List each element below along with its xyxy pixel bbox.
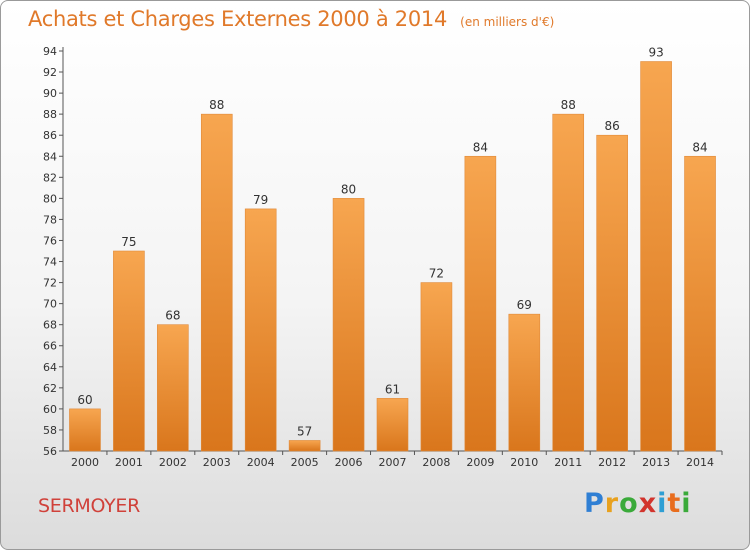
y-tick-label: 82 <box>43 171 57 184</box>
bar-value-label: 60 <box>77 393 92 407</box>
x-tick-label: 2008 <box>422 456 450 469</box>
x-tick-label: 2005 <box>291 456 319 469</box>
x-tick-label: 2003 <box>203 456 231 469</box>
x-tick-label: 2000 <box>71 456 99 469</box>
bar-value-label: 80 <box>341 182 356 196</box>
chart-title: Achats et Charges Externes 2000 à 2014 (… <box>28 7 554 31</box>
bar-2010 <box>508 313 541 452</box>
bar-2012 <box>596 134 628 452</box>
bar-2013 <box>640 61 672 452</box>
bar-2007 <box>376 398 409 452</box>
bar-2009 <box>464 155 497 452</box>
bar-2000 <box>69 408 101 452</box>
y-tick-label: 72 <box>43 277 57 290</box>
x-tick-label: 2012 <box>598 456 626 469</box>
bar-2011 <box>552 113 585 452</box>
bar-2002 <box>157 324 189 452</box>
x-tick-label: 2002 <box>159 456 187 469</box>
x-tick-label: 2013 <box>642 456 670 469</box>
town-name: SERMOYER <box>38 495 140 517</box>
x-tick-label: 2010 <box>510 456 538 469</box>
x-tick-label: 2001 <box>115 456 143 469</box>
chart-title-text: Achats et Charges Externes 2000 à 2014 <box>28 7 448 31</box>
bar-2005 <box>288 440 321 452</box>
bar-value-label: 68 <box>165 309 180 323</box>
bar-value-label: 88 <box>209 98 224 112</box>
y-tick-label: 92 <box>43 66 57 79</box>
bar-value-label: 88 <box>561 98 576 112</box>
bar-value-label: 86 <box>605 119 620 133</box>
y-tick-label: 66 <box>43 340 57 353</box>
y-tick-label: 86 <box>43 129 57 142</box>
y-tick-label: 58 <box>43 424 57 437</box>
y-tick-label: 70 <box>43 298 57 311</box>
x-tick-label: 2009 <box>466 456 494 469</box>
y-tick-label: 64 <box>43 361 57 374</box>
y-tick-label: 80 <box>43 192 57 205</box>
bar-value-label: 75 <box>121 235 136 249</box>
y-tick-label: 94 <box>43 45 57 58</box>
proxiti-logo: Proxiti <box>584 488 692 519</box>
y-tick-label: 56 <box>43 445 57 458</box>
y-tick-label: 78 <box>43 213 57 226</box>
bar-2014 <box>684 155 716 452</box>
y-tick-label: 68 <box>43 319 57 332</box>
x-tick-label: 2007 <box>379 456 407 469</box>
y-tick-label: 88 <box>43 108 57 121</box>
bar-2008 <box>420 282 453 452</box>
x-tick-label: 2004 <box>247 456 275 469</box>
bar-value-label: 72 <box>429 267 444 281</box>
y-tick-label: 74 <box>43 256 57 269</box>
y-tick-label: 84 <box>43 150 57 163</box>
bar-2001 <box>113 250 145 452</box>
y-tick-label: 90 <box>43 87 57 100</box>
bar-value-label: 84 <box>473 140 488 154</box>
y-tick-label: 60 <box>43 403 57 416</box>
bar-value-label: 61 <box>385 382 400 396</box>
bar-value-label: 57 <box>297 424 312 438</box>
y-tick-label: 62 <box>43 382 57 395</box>
y-tick-label: 76 <box>43 234 57 247</box>
bar-2004 <box>244 208 277 452</box>
bar-2003 <box>200 113 233 452</box>
bar-2006 <box>332 198 365 452</box>
x-tick-label: 2011 <box>554 456 582 469</box>
bar-value-label: 69 <box>517 298 532 312</box>
bar-value-label: 84 <box>692 140 707 154</box>
bar-value-label: 79 <box>253 193 268 207</box>
bar-value-label: 93 <box>648 46 663 60</box>
x-tick-label: 2014 <box>686 456 714 469</box>
x-tick-label: 2006 <box>335 456 363 469</box>
chart-unit: (en milliers d'€) <box>460 15 555 29</box>
